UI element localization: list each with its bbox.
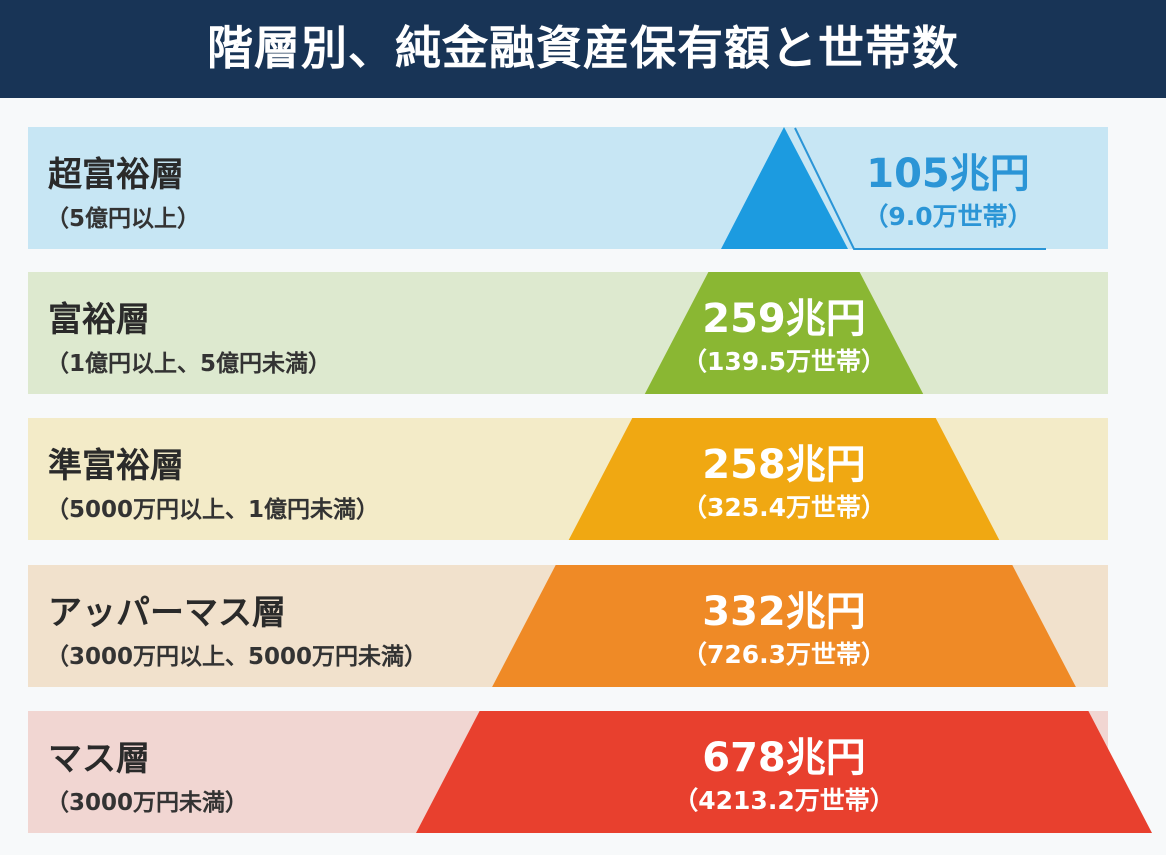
tier-range: （1億円以上、5億円未満） bbox=[46, 351, 332, 377]
tier-name: 超富裕層 bbox=[48, 155, 184, 195]
pyramid-segment-1 bbox=[721, 127, 848, 249]
tier-amount: 105兆円 bbox=[866, 151, 1030, 197]
tier-band-2 bbox=[28, 272, 1108, 394]
tier-name: マス層 bbox=[48, 739, 150, 779]
tier-households: （325.4万世帯） bbox=[681, 493, 887, 522]
pyramid-segment-3 bbox=[568, 418, 1000, 540]
tier-households: （9.0万世帯） bbox=[863, 202, 1033, 231]
pyramid-segment-4 bbox=[492, 565, 1076, 687]
chart-title: 階層別、純金融資産保有額と世帯数 bbox=[207, 21, 959, 75]
tier-amount: 678兆円 bbox=[702, 735, 866, 781]
title-bar: 階層別、純金融資産保有額と世帯数 bbox=[0, 0, 1166, 98]
tier-amount: 258兆円 bbox=[702, 442, 866, 488]
tier-range: （3000万円未満） bbox=[46, 790, 249, 816]
tier-name: アッパーマス層 bbox=[48, 593, 286, 633]
tier-amount: 332兆円 bbox=[702, 589, 866, 635]
pyramid-segment-5 bbox=[416, 711, 1152, 833]
callout-line bbox=[794, 127, 1046, 250]
tier-band-1 bbox=[28, 127, 1108, 249]
tier-range: （5000万円以上、1億円未満） bbox=[46, 497, 380, 523]
pyramid-segment-2 bbox=[644, 272, 924, 394]
tier-name: 準富裕層 bbox=[48, 446, 184, 486]
tier-households: （726.3万世帯） bbox=[681, 640, 887, 669]
tier-range: （3000万円以上、5000万円未満） bbox=[46, 644, 428, 670]
tier-households: （139.5万世帯） bbox=[681, 347, 887, 376]
tier-households: （4213.2万世帯） bbox=[673, 786, 895, 815]
tier-amount: 259兆円 bbox=[702, 296, 866, 342]
tier-name: 富裕層 bbox=[48, 300, 150, 340]
tier-range: （5億円以上） bbox=[46, 206, 201, 232]
